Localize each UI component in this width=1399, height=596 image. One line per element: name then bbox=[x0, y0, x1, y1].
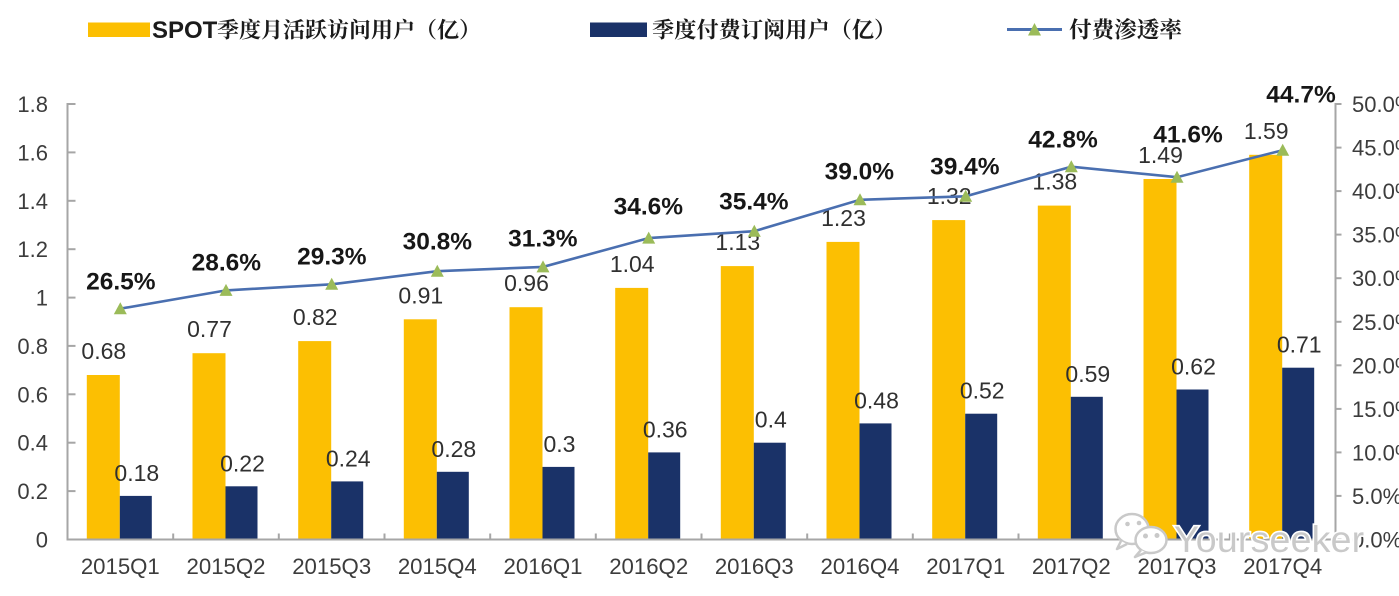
svg-text:0.77: 0.77 bbox=[187, 316, 232, 342]
svg-text:0.24: 0.24 bbox=[326, 445, 371, 471]
svg-text:0.4: 0.4 bbox=[17, 431, 48, 456]
svg-text:0.8: 0.8 bbox=[17, 334, 48, 359]
svg-text:44.7%: 44.7% bbox=[1266, 82, 1336, 109]
svg-text:2016Q2: 2016Q2 bbox=[609, 554, 688, 579]
svg-text:50.0%: 50.0% bbox=[1352, 92, 1399, 117]
svg-text:41.6%: 41.6% bbox=[1153, 122, 1223, 149]
svg-text:1.2: 1.2 bbox=[17, 237, 48, 262]
svg-text:Yourseeker: Yourseeker bbox=[1174, 518, 1364, 560]
svg-text:1.4: 1.4 bbox=[17, 189, 48, 214]
svg-text:0.91: 0.91 bbox=[398, 282, 443, 308]
svg-text:34.6%: 34.6% bbox=[614, 194, 684, 221]
svg-text:5.0%: 5.0% bbox=[1352, 484, 1399, 509]
svg-text:Yourseeker: Yourseeker bbox=[1174, 518, 1364, 560]
svg-text:1: 1 bbox=[36, 286, 48, 311]
svg-text:2017Q3: 2017Q3 bbox=[1138, 554, 1217, 579]
svg-text:2015Q1: 2015Q1 bbox=[81, 554, 160, 579]
svg-text:2015Q3: 2015Q3 bbox=[292, 554, 371, 579]
svg-text:0.4: 0.4 bbox=[755, 407, 787, 433]
svg-text:30.0%: 30.0% bbox=[1352, 266, 1399, 291]
svg-text:0.3: 0.3 bbox=[544, 431, 576, 457]
svg-text:2017Q4: 2017Q4 bbox=[1243, 554, 1322, 579]
svg-text:40.0%: 40.0% bbox=[1352, 179, 1399, 204]
svg-text:SPOT: SPOT bbox=[152, 17, 218, 44]
svg-text:0.96: 0.96 bbox=[504, 270, 549, 296]
svg-text:0.62: 0.62 bbox=[1171, 354, 1216, 380]
svg-text:39.0%: 39.0% bbox=[825, 159, 895, 186]
svg-text:0.71: 0.71 bbox=[1277, 332, 1322, 358]
svg-text:35.0%: 35.0% bbox=[1352, 223, 1399, 248]
svg-text:0.36: 0.36 bbox=[643, 416, 688, 442]
svg-text:1.49: 1.49 bbox=[1138, 142, 1183, 168]
svg-text:10.0%: 10.0% bbox=[1352, 440, 1399, 465]
svg-text:0: 0 bbox=[36, 528, 48, 553]
svg-text:1.59: 1.59 bbox=[1244, 118, 1289, 144]
svg-text:26.5%: 26.5% bbox=[86, 269, 156, 296]
svg-text:39.4%: 39.4% bbox=[930, 154, 1000, 181]
svg-text:0.82: 0.82 bbox=[293, 304, 338, 330]
svg-text:30.8%: 30.8% bbox=[403, 229, 473, 256]
svg-text:20.0%: 20.0% bbox=[1352, 353, 1399, 378]
svg-text:0.52: 0.52 bbox=[960, 378, 1005, 404]
svg-text:31.3%: 31.3% bbox=[508, 226, 578, 253]
svg-text:1.8: 1.8 bbox=[17, 92, 48, 117]
svg-text:2015Q4: 2015Q4 bbox=[398, 554, 477, 579]
svg-text:2016Q1: 2016Q1 bbox=[504, 554, 583, 579]
svg-text:25.0%: 25.0% bbox=[1352, 310, 1399, 335]
svg-text:1.6: 1.6 bbox=[17, 140, 48, 165]
svg-text:0.6: 0.6 bbox=[17, 382, 48, 407]
svg-text:2015Q2: 2015Q2 bbox=[187, 554, 266, 579]
svg-text:29.3%: 29.3% bbox=[297, 244, 367, 271]
svg-text:0.22: 0.22 bbox=[220, 450, 265, 476]
svg-text:0.0%: 0.0% bbox=[1352, 528, 1399, 553]
svg-text:2017Q1: 2017Q1 bbox=[926, 554, 1005, 579]
svg-text:1.04: 1.04 bbox=[610, 251, 655, 277]
svg-text:1.38: 1.38 bbox=[1032, 169, 1077, 195]
svg-text:0.48: 0.48 bbox=[854, 387, 899, 413]
svg-text:2016Q4: 2016Q4 bbox=[821, 554, 900, 579]
svg-text:2016Q3: 2016Q3 bbox=[715, 554, 794, 579]
svg-text:0.28: 0.28 bbox=[431, 436, 476, 462]
svg-text:42.8%: 42.8% bbox=[1028, 127, 1098, 154]
svg-text:0.59: 0.59 bbox=[1065, 361, 1110, 387]
svg-text:0.68: 0.68 bbox=[81, 338, 126, 364]
svg-text:2017Q2: 2017Q2 bbox=[1032, 554, 1111, 579]
svg-text:15.0%: 15.0% bbox=[1352, 397, 1399, 422]
svg-text:28.6%: 28.6% bbox=[192, 250, 262, 277]
svg-text:0.2: 0.2 bbox=[17, 479, 48, 504]
svg-text:0.18: 0.18 bbox=[114, 460, 159, 486]
svg-text:35.4%: 35.4% bbox=[719, 189, 789, 216]
svg-text:45.0%: 45.0% bbox=[1352, 136, 1399, 161]
